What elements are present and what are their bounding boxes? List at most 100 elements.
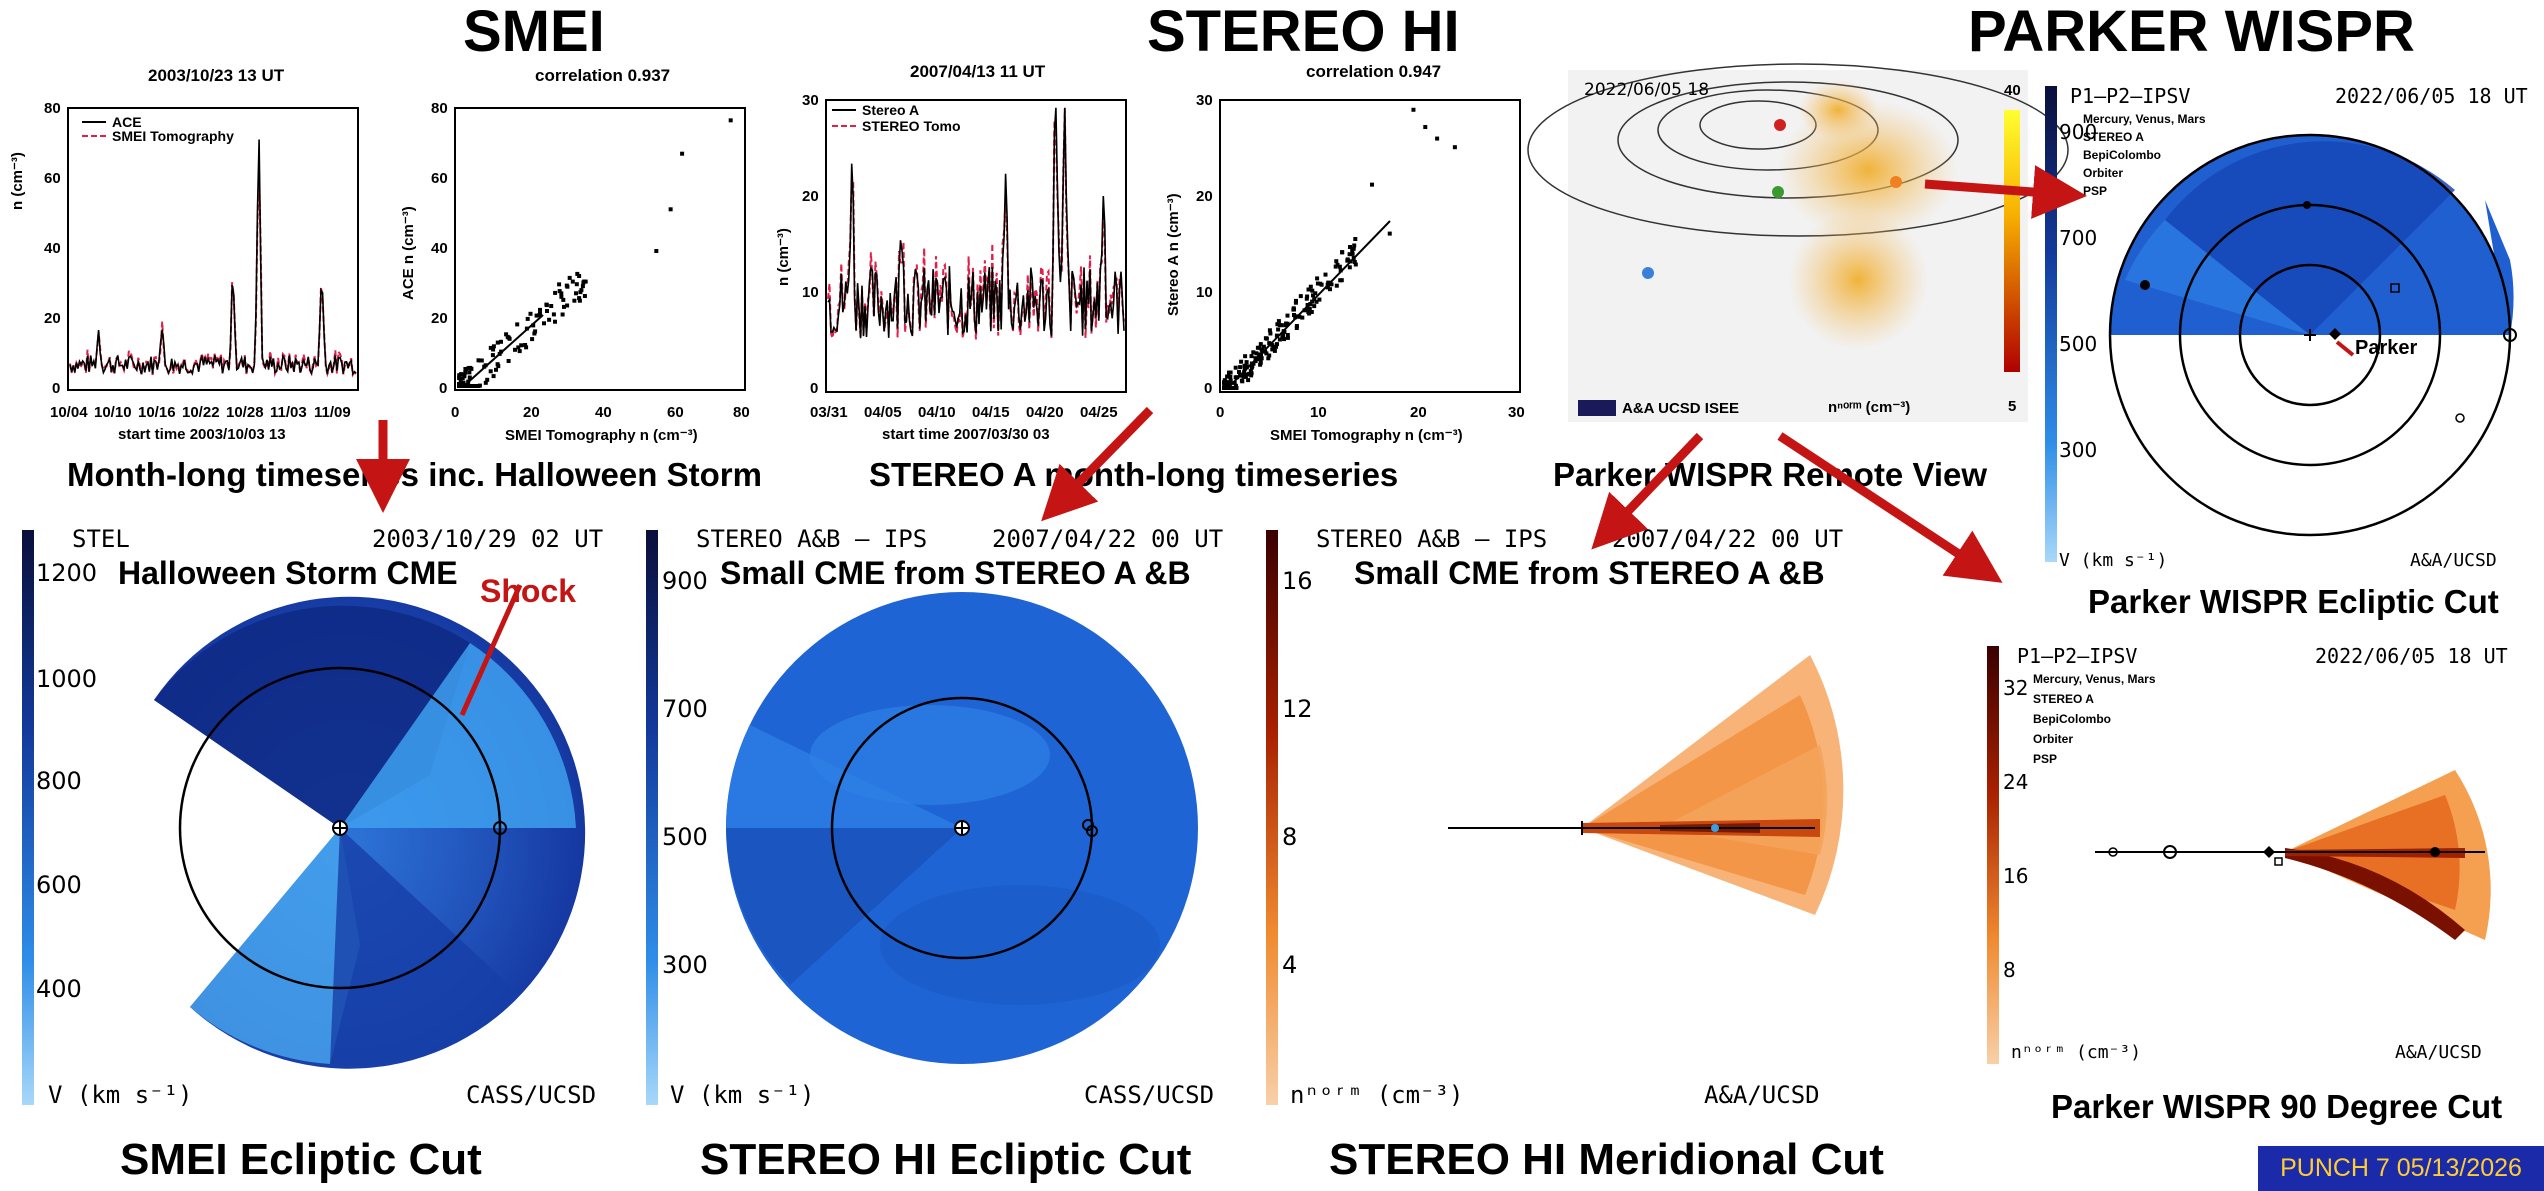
scatter-point: [495, 362, 500, 367]
scatter-point: [567, 275, 572, 280]
scatter-point: [1227, 370, 1231, 375]
scatter-point: [1274, 333, 1279, 338]
velocity-map: [646, 530, 1198, 1105]
scatter-point: [1270, 343, 1275, 348]
ytick: 0: [52, 380, 61, 397]
colorbar-unit: V (km s⁻¹): [2059, 550, 2168, 571]
stereo-ecliptic-panel: STEREO A&B – IPS 2007/04/22 00 UT Small …: [640, 525, 1260, 1115]
scatter-point: [1249, 373, 1254, 378]
colorbar-tick: 1200: [36, 559, 98, 587]
scatter-point: [1258, 357, 1263, 362]
scatter-point: [1294, 298, 1298, 303]
scatter-point: [1291, 307, 1296, 312]
scatter-point: [1387, 231, 1392, 236]
scatter-point: [1300, 315, 1305, 320]
stereo-correlation-plot: correlation 0.947 30 20 10 0 Stereo A n …: [1160, 56, 1540, 456]
caption-parker-ecliptic: Parker WISPR Ecliptic Cut: [2088, 583, 2499, 620]
panel-date: 2022/06/05 18 UT: [2315, 644, 2508, 668]
scatter-point: [1258, 342, 1263, 347]
scatter-point: [545, 309, 549, 313]
scatter-point: [1238, 365, 1243, 370]
scatter-point: [1411, 107, 1416, 112]
legend-stereo-a: Stereo A: [862, 102, 920, 118]
scatter-point: [668, 207, 673, 212]
scatter-point: [559, 294, 564, 299]
legend-item: Orbiter: [2033, 732, 2074, 746]
scatter-point: [1315, 281, 1320, 286]
scatter-point: [1435, 136, 1440, 141]
scatter-point: [1328, 287, 1332, 292]
scatter-point: [574, 291, 578, 296]
scatter-point: [463, 370, 468, 375]
scatter-point: [572, 298, 577, 303]
stereo-a-series: [827, 107, 1125, 339]
scatter-point: [1222, 386, 1227, 390]
scatter-point: [549, 304, 554, 308]
scatter-point: [1256, 352, 1261, 357]
scatter-point: [467, 370, 472, 375]
scatter-point: [1283, 323, 1288, 328]
scatter-point: [1242, 367, 1247, 372]
scatter-point: [525, 316, 530, 321]
scatter-point: [1244, 372, 1249, 377]
scatter-point: [467, 375, 472, 380]
logos: A&A UCSD ISEE: [1622, 400, 1739, 417]
scatter-points: [1222, 107, 1457, 390]
density-map: [1987, 646, 2491, 1064]
scale-bottom: 5: [2008, 398, 2017, 415]
scatter-point: [469, 366, 474, 371]
scatter-point: [1348, 245, 1352, 249]
scatter-point: [1292, 313, 1296, 317]
scatter-point: [557, 282, 562, 287]
scatter-point: [578, 290, 583, 295]
scatter-point: [464, 367, 469, 372]
scatter-point: [538, 311, 542, 316]
scatter-point: [1353, 262, 1358, 267]
xtick: 40: [595, 404, 612, 421]
scatter-point: [1323, 272, 1328, 277]
scatter-point: [577, 298, 582, 303]
scatter-point: [523, 343, 528, 347]
scatter-point: [1319, 282, 1324, 287]
colorbar-tick: 900: [2059, 120, 2098, 144]
scatter-point: [1241, 374, 1246, 379]
scatter-point: [1338, 278, 1343, 283]
scatter-point: [1334, 283, 1339, 288]
scatter-point: [1305, 294, 1310, 299]
credit: A&A/UCSD: [2395, 1042, 2482, 1063]
panel-date: 2007/04/22 00 UT: [992, 525, 1224, 553]
scatter-point: [1268, 331, 1273, 336]
scatter-point: [1239, 378, 1244, 383]
scatter-point: [1264, 336, 1269, 341]
scatter-point: [488, 345, 493, 350]
caption-parker-90deg: Parker WISPR 90 Degree Cut: [2051, 1088, 2503, 1125]
scatter-point: [528, 311, 533, 316]
colorbar-tick: 800: [36, 767, 82, 795]
scatter-point: [459, 384, 464, 388]
colorbar-unit: nⁿᵒʳᵐ (cm⁻³): [1290, 1081, 1464, 1109]
panel-label: P1–P2–IPSV: [2017, 644, 2138, 668]
colorbar-tick: 12: [1282, 695, 1313, 723]
ytick: 30: [802, 92, 819, 109]
scatter-point: [1325, 285, 1330, 290]
scatter-point: [1306, 287, 1311, 292]
scatter-point: [575, 271, 580, 276]
x-axis-label: SMEI Tomography n (cm⁻³): [505, 427, 698, 444]
colorbar-tick: 16: [1282, 567, 1313, 595]
remote-date: 2022/06/05 18: [1584, 80, 1710, 100]
ytick: 20: [44, 310, 61, 327]
panel-label: P1–P2–IPSV: [2070, 84, 2191, 108]
colorbar-tick: 700: [2059, 226, 2098, 250]
heading-stereo-hi: STEREO HI: [1147, 0, 1460, 64]
xtick: 04/15: [972, 404, 1010, 421]
scatter-point: [1239, 359, 1244, 364]
scatter-point: [561, 297, 566, 302]
scatter-point: [491, 374, 496, 379]
scatter-point: [1253, 359, 1258, 364]
xtick: 10/10: [94, 404, 132, 421]
remote-unit: nⁿᵒʳᵐ (cm⁻³): [1828, 399, 1911, 416]
scatter-point: [1227, 386, 1232, 390]
colorbar-tick: 300: [662, 951, 708, 979]
scatter-point: [466, 366, 471, 371]
scatter-point: [1246, 378, 1251, 383]
